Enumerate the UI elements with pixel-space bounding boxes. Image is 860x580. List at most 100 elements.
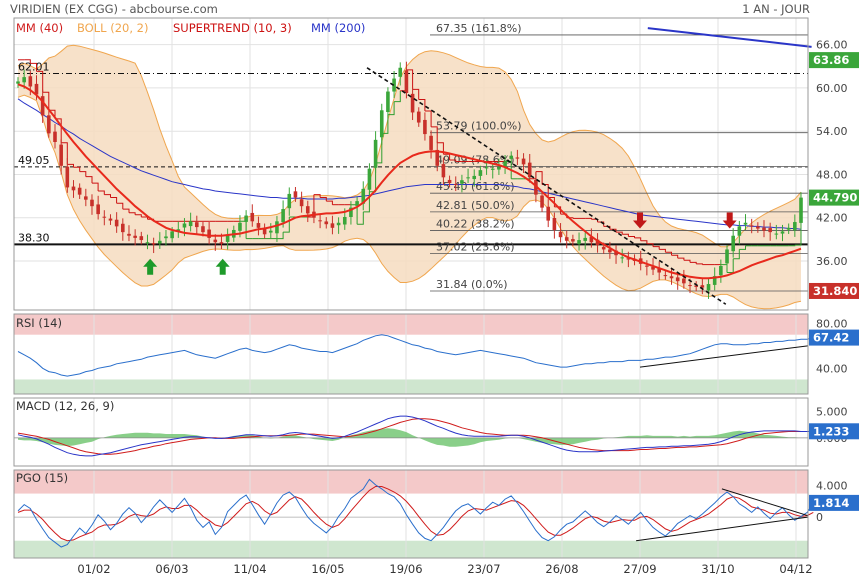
rsi-value-tag: 67.42 — [813, 331, 849, 345]
supertrend-segment — [733, 249, 740, 260]
candle-body — [719, 266, 723, 276]
supertrend-segment — [85, 176, 93, 184]
candle-body — [706, 284, 711, 291]
supertrend-segment — [320, 197, 327, 202]
macd-value-tag: 1.233 — [813, 424, 849, 438]
candle-body — [287, 193, 292, 209]
candle-body — [398, 67, 403, 77]
mm40-line — [17, 83, 802, 280]
candle-body — [386, 91, 390, 113]
candle-body — [453, 183, 458, 185]
supertrend-segment — [129, 212, 136, 215]
candle-body — [219, 242, 224, 244]
price-panel-frame — [13, 17, 809, 311]
candle-body — [207, 229, 211, 238]
candle-body — [577, 240, 581, 245]
candle-body — [102, 216, 107, 218]
candle-body — [355, 201, 359, 206]
supertrend-segment — [634, 237, 642, 241]
candle-body — [780, 231, 785, 234]
supertrend-segment — [640, 240, 648, 244]
horizontal-level-label: 49.05 — [18, 154, 50, 167]
candle-body — [373, 139, 378, 168]
candle-body — [170, 231, 174, 239]
candle-body — [225, 235, 230, 242]
candle-body — [793, 222, 797, 231]
y-tick-label: 36.00 — [816, 255, 848, 268]
candle-body — [256, 223, 261, 228]
x-tick-label: 26/08 — [545, 562, 578, 576]
candle-body — [472, 175, 477, 180]
buy-arrow-icon — [143, 258, 158, 275]
candle-body — [342, 216, 347, 225]
legend-entry: MACD (12, 26, 9) — [16, 399, 114, 413]
candle-body — [47, 115, 51, 134]
supertrend-segment — [122, 208, 130, 213]
candle-body — [546, 206, 551, 221]
supertrend-segment — [36, 70, 44, 93]
fibonacci-label: 37.02 (23.6%) — [436, 241, 515, 254]
candle-body — [416, 111, 421, 123]
candle-body — [583, 237, 588, 241]
y-tick-label: 80.00 — [816, 318, 848, 331]
candle-body — [675, 277, 680, 282]
supertrend-segment — [597, 221, 605, 227]
candle-body — [188, 221, 193, 227]
candle-body — [601, 246, 606, 250]
candle-body — [589, 237, 594, 243]
candle-body — [429, 135, 433, 150]
bollinger-upper-line — [17, 44, 802, 248]
y-tick-label: 42.00 — [816, 212, 848, 225]
supertrend-segment — [406, 69, 414, 90]
supertrend-segment — [42, 91, 50, 111]
candle-body — [626, 258, 631, 260]
y-tick-label: 66.00 — [816, 39, 848, 52]
candle-body — [509, 155, 514, 159]
y-tick-label: 5.000 — [816, 405, 848, 418]
supertrend-segment — [30, 62, 37, 72]
supertrend-segment — [326, 200, 333, 205]
supertrend-segment — [394, 90, 401, 103]
supertrend-segment — [116, 202, 124, 210]
candle-body — [737, 226, 742, 236]
candle-body — [84, 196, 88, 200]
candle-body — [71, 186, 76, 191]
candle-body — [694, 285, 698, 287]
sell-arrow-icon — [633, 212, 647, 229]
candle-body — [318, 220, 322, 222]
pgo-signal-line — [17, 486, 814, 542]
candle-body — [244, 215, 248, 222]
rsi-trendline — [639, 345, 808, 368]
candle-body — [281, 209, 285, 223]
candle-body — [786, 227, 791, 230]
fibonacci-label: 40.22 (38.2%) — [436, 218, 515, 231]
x-tick-label: 06/03 — [155, 562, 188, 576]
supertrend-segment — [616, 231, 623, 235]
supertrend-segment — [357, 211, 364, 225]
legend-entry: MM (40) — [16, 21, 63, 35]
candle-body — [423, 119, 427, 135]
pgo-panel-frame — [13, 469, 809, 559]
supertrend-segment — [92, 182, 99, 191]
candle-body — [201, 226, 205, 233]
candle-body — [441, 164, 446, 178]
fibonacci-label: 67.35 (161.8%) — [436, 22, 522, 35]
macd-signal-line — [17, 418, 814, 455]
candle-body — [324, 221, 329, 225]
rsi-panel: 40.00 80.00 RSI (14) 67.42 — [13, 313, 859, 395]
candle-body — [490, 168, 495, 170]
candle-body — [151, 243, 156, 245]
candle-body — [158, 240, 162, 244]
candle-body — [139, 236, 144, 241]
candle-body — [238, 222, 242, 231]
candle-body — [503, 161, 507, 167]
candle-body — [527, 162, 532, 178]
candle-body — [164, 236, 168, 239]
candle-body — [133, 235, 137, 238]
legend-entry: MM (200) — [311, 21, 365, 35]
supertrend-segment — [665, 251, 672, 256]
legend-entry: RSI (14) — [16, 316, 62, 330]
x-tick-label: 27/09 — [623, 562, 656, 576]
candle-body — [762, 227, 766, 231]
